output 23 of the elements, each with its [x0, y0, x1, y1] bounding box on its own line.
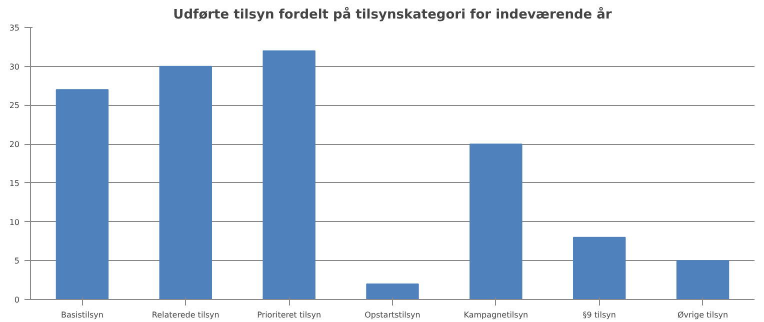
- x-tick-label: Øvrige tilsyn: [677, 310, 728, 320]
- bar: [470, 144, 522, 300]
- bar: [676, 260, 730, 300]
- y-tick-label: 30: [9, 62, 20, 72]
- x-tick-label: Opstartstilsyn: [364, 310, 420, 320]
- bar: [159, 66, 212, 300]
- bar: [262, 50, 316, 300]
- y-tick-label: 5: [14, 256, 20, 266]
- x-tick-label: Kampagnetilsyn: [464, 310, 528, 320]
- y-tick-label: 20: [9, 140, 20, 150]
- x-tick-label: Prioriteret tilsyn: [257, 310, 322, 320]
- y-tick-label: 15: [9, 178, 20, 188]
- y-tick-label: 10: [9, 218, 20, 227]
- bar: [573, 236, 626, 300]
- x-tick-label: §9 tilsyn: [582, 310, 616, 320]
- bar: [366, 283, 419, 300]
- y-tick-label: 25: [9, 101, 20, 110]
- bar: [56, 89, 109, 300]
- y-tick-label: 35: [9, 24, 20, 32]
- x-tick-label: Relaterede tilsyn: [152, 310, 220, 320]
- y-tick-label: 0: [14, 296, 20, 304]
- chart-title: Udførte tilsyn fordelt på tilsynskategori for indeværende år: [173, 6, 612, 22]
- x-tick-label: Basistilsyn: [60, 310, 104, 320]
